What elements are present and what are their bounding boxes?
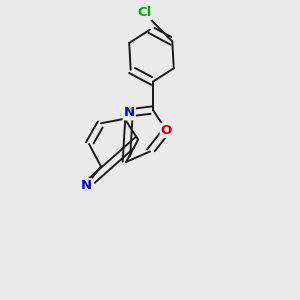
Text: N: N xyxy=(124,106,135,119)
Text: Cl: Cl xyxy=(137,6,151,19)
Text: O: O xyxy=(161,124,172,137)
Text: N: N xyxy=(80,179,92,192)
